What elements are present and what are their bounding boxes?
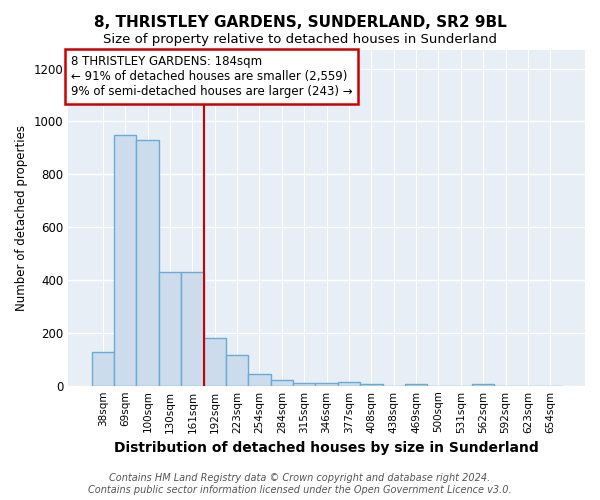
- Bar: [248, 374, 271, 386]
- Bar: [114, 134, 136, 386]
- Bar: [203, 338, 226, 386]
- Bar: [293, 382, 316, 386]
- Bar: [181, 272, 203, 386]
- Bar: [92, 352, 114, 386]
- Text: 8 THRISTLEY GARDENS: 184sqm
← 91% of detached houses are smaller (2,559)
9% of s: 8 THRISTLEY GARDENS: 184sqm ← 91% of det…: [71, 55, 352, 98]
- Bar: [405, 384, 427, 386]
- Y-axis label: Number of detached properties: Number of detached properties: [15, 125, 28, 311]
- Bar: [316, 382, 338, 386]
- Bar: [472, 384, 494, 386]
- Text: Size of property relative to detached houses in Sunderland: Size of property relative to detached ho…: [103, 32, 497, 46]
- Bar: [136, 140, 159, 386]
- Bar: [159, 272, 181, 386]
- X-axis label: Distribution of detached houses by size in Sunderland: Distribution of detached houses by size …: [114, 441, 539, 455]
- Bar: [338, 382, 360, 386]
- Bar: [271, 380, 293, 386]
- Text: Contains HM Land Registry data © Crown copyright and database right 2024.
Contai: Contains HM Land Registry data © Crown c…: [88, 474, 512, 495]
- Text: 8, THRISTLEY GARDENS, SUNDERLAND, SR2 9BL: 8, THRISTLEY GARDENS, SUNDERLAND, SR2 9B…: [94, 15, 506, 30]
- Bar: [360, 384, 383, 386]
- Bar: [226, 356, 248, 386]
